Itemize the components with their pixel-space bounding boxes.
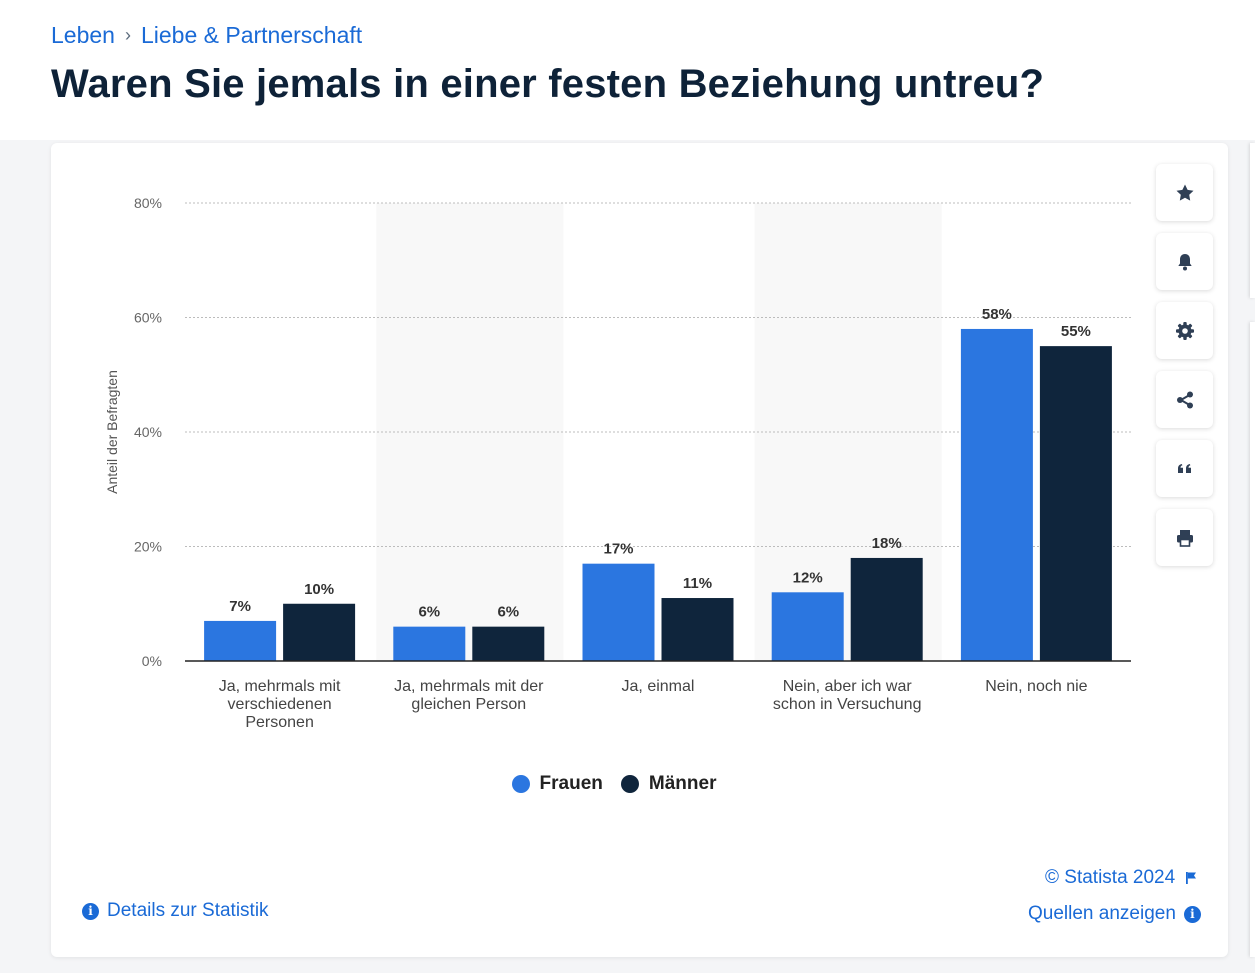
cite-button[interactable] [1156,440,1213,497]
gear-icon [1175,321,1194,340]
sources-link[interactable]: Quellen anzeigen i [1028,903,1201,925]
breadcrumb-link-liebe-partnerschaft[interactable]: Liebe & Partnerschaft [140,22,363,48]
y-tick-label: 20% [134,539,162,555]
y-tick-label: 0% [142,653,162,669]
quote-icon [1177,463,1191,473]
x-tick-label: gleichen Person [411,696,526,713]
info-icon: i [82,902,99,920]
side-panel-edge [1250,143,1255,298]
bar-frauen [204,620,277,661]
data-label: 10% [304,581,334,598]
chevron-right-icon: › [124,25,131,45]
details-link[interactable]: i Details zur Statistik [82,900,269,922]
breadcrumb-link-leben[interactable]: Leben [51,22,115,48]
bar-frauen [393,626,466,661]
bar-frauen [771,592,844,661]
bar-maenner [661,598,734,661]
data-label: 6% [418,604,440,621]
bar-frauen [960,328,1033,661]
bar-maenner [850,557,923,661]
data-label: 58% [982,306,1012,323]
x-tick-label: Nein, noch nie [985,678,1087,695]
legend-marker-frauen [511,775,530,793]
chart-toolbar [1156,164,1213,566]
settings-button[interactable] [1156,302,1213,359]
data-label: 18% [872,535,902,552]
side-panel-edge [1250,322,1255,957]
y-tick-label: 40% [134,424,162,440]
print-icon [1176,529,1193,547]
bar-maenner [1039,346,1112,661]
data-label: 6% [497,604,519,621]
sources-text: Quellen anzeigen [1028,903,1176,924]
data-label: 55% [1061,323,1091,340]
print-button[interactable] [1156,509,1213,566]
favorite-button[interactable] [1156,164,1213,221]
data-label: 17% [603,541,633,558]
share-icon [1176,391,1193,408]
page-header: Leben › Liebe & Partnerschaft Waren Sie … [0,0,1255,140]
legend-marker-maenner [620,775,639,793]
legend-item-frauen[interactable]: Frauen [511,773,603,795]
data-label: 12% [793,569,823,586]
x-tick-label: Nein, aber ich war [783,678,913,695]
x-tick-label: schon in Versuchung [773,696,922,713]
y-tick-label: 60% [134,310,162,326]
x-tick-label: Ja, einmal [622,678,695,695]
legend-item-maenner[interactable]: Männer [620,773,717,795]
x-tick-label: Personen [245,714,314,731]
breadcrumb: Leben › Liebe & Partnerschaft [51,22,362,49]
x-tick-label: Ja, mehrmals mit der [394,678,544,695]
bar-frauen [582,563,655,661]
star-icon [1176,184,1193,201]
legend-label-maenner: Männer [648,773,717,794]
x-tick-label: verschiedenen [228,696,332,713]
notification-button[interactable] [1156,233,1213,290]
bar-maenner [283,603,356,661]
copyright-link[interactable]: © Statista 2024 [1045,867,1199,889]
info-icon: i [1183,905,1201,923]
bar-maenner [472,626,545,661]
chart-legend: Frauen Männer [0,773,1228,795]
y-tick-label: 80% [134,195,162,211]
page-title: Waren Sie jemals in einer festen Beziehu… [51,62,1045,106]
copyright-text: © Statista 2024 [1045,867,1176,888]
data-label: 7% [229,598,251,615]
bell-icon [1177,253,1192,270]
share-button[interactable] [1156,371,1213,428]
x-tick-label: Ja, mehrmals mit [219,678,341,695]
data-label: 11% [683,575,712,592]
legend-label-frauen: Frauen [539,773,603,794]
flag-icon [1186,872,1197,884]
y-axis-title: Anteil der Befragten [104,370,120,494]
details-text: Details zur Statistik [107,900,269,921]
